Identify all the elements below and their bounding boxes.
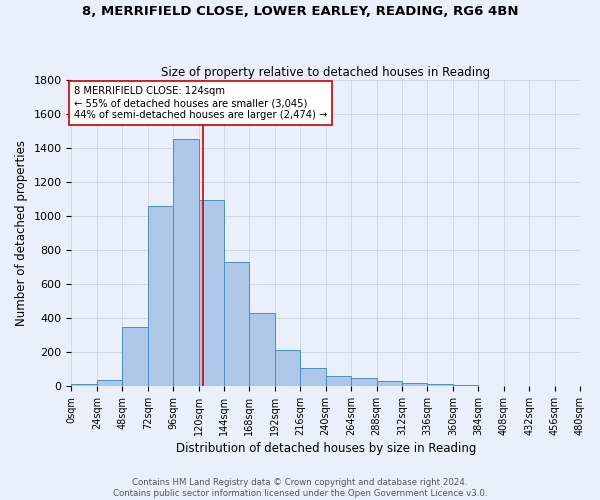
Bar (275, 350, 300, 386)
Bar (122, 328, 148, 386)
Bar (148, 206, 173, 386)
Bar (377, 382, 402, 386)
Text: 8 MERRIFIELD CLOSE: 124sqm
← 55% of detached houses are smaller (3,045)
44% of s: 8 MERRIFIELD CLOSE: 124sqm ← 55% of deta… (74, 86, 327, 120)
Text: Contains HM Land Registry data © Crown copyright and database right 2024.
Contai: Contains HM Land Registry data © Crown c… (113, 478, 487, 498)
Y-axis label: Number of detached properties: Number of detached properties (15, 140, 28, 326)
Text: 8, MERRIFIELD CLOSE, LOWER EARLEY, READING, RG6 4BN: 8, MERRIFIELD CLOSE, LOWER EARLEY, READI… (82, 5, 518, 18)
Bar (199, 200, 224, 386)
Bar (427, 384, 453, 386)
Bar (97, 380, 122, 386)
Bar (173, 139, 199, 386)
Bar (300, 368, 326, 386)
Bar (250, 312, 275, 386)
Bar (224, 262, 250, 386)
X-axis label: Distribution of detached houses by size in Reading: Distribution of detached houses by size … (176, 442, 476, 455)
Title: Size of property relative to detached houses in Reading: Size of property relative to detached ho… (161, 66, 490, 78)
Bar (453, 385, 478, 386)
Bar (71, 384, 97, 386)
Bar (351, 378, 377, 386)
Bar (402, 384, 427, 386)
Bar (326, 376, 351, 386)
